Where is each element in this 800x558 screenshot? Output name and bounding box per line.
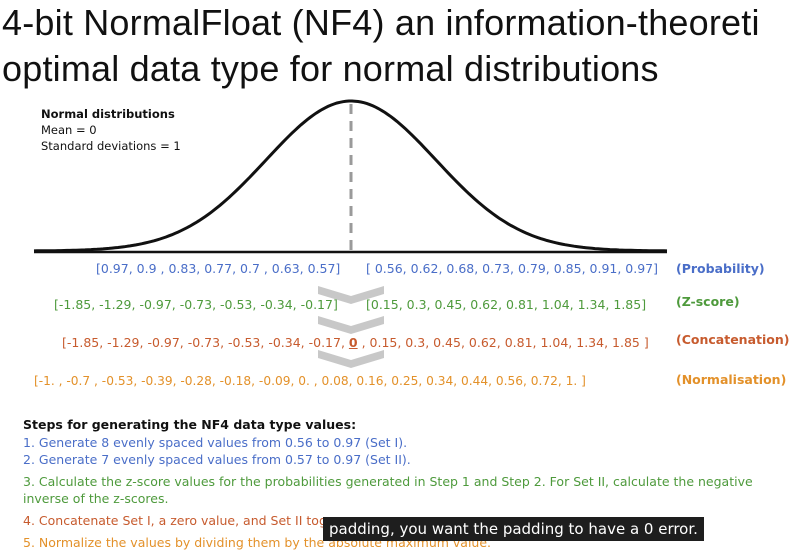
concatenation-values: [-1.85, -1.29, -0.97, -0.73, -0.53, -0.3… [62,335,649,351]
chevron-down-icon [318,350,384,368]
distribution-std: Standard deviations = 1 [41,139,181,153]
concatenation-tag: (Concatenation) [676,332,790,347]
video-caption: padding, you want the padding to have a … [323,517,704,541]
down-arrows [318,286,384,368]
slide-title-line-2: optimal data type for normal distributio… [2,48,659,89]
concat-zero: 0 [348,335,358,350]
chevron-down-icon [318,316,384,334]
slide-title-line-1: 4-bit NormalFloat (NF4) an information-t… [2,2,760,43]
concat-before: [-1.85, -1.29, -0.97, -0.73, -0.53, -0.3… [62,335,349,350]
zscore-left: [-1.85, -1.29, -0.97, -0.73, -0.53, -0.3… [54,297,338,312]
distribution-mean: Mean = 0 [41,123,97,137]
step-3: 3. Calculate the z-score values for the … [23,474,753,506]
probability-left: [0.97, 0.9 , 0.83, 0.77, 0.7 , 0.63, 0.5… [96,261,341,276]
step-1: 1. Generate 8 evenly spaced values from … [23,435,408,450]
step-4: 4. Concatenate Set I, a zero value, and … [23,513,335,528]
chevron-down-icon [318,286,384,304]
steps-heading: Steps for generating the NF4 data type v… [23,417,357,432]
probability-tag: (Probability) [676,261,765,276]
probability-right: [ 0.56, 0.62, 0.68, 0.73, 0.79, 0.85, 0.… [366,261,659,276]
zscore-right: [0.15, 0.3, 0.45, 0.62, 0.81, 1.04, 1.34… [366,297,647,312]
normalisation-values: [-1. , -0.7 , -0.53, -0.39, -0.28, -0.18… [34,374,586,388]
step-2: 2. Generate 7 evenly spaced values from … [23,452,411,467]
normalisation-tag: (Normalisation) [676,372,787,387]
distribution-heading: Normal distributions [41,107,175,121]
distribution-info: Normal distributions Mean = 0 Standard d… [41,106,181,154]
concat-after: , 0.15, 0.3, 0.45, 0.62, 0.81, 1.04, 1.3… [357,335,649,350]
zscore-tag: (Z-score) [676,294,740,309]
bell-curve [33,99,668,253]
